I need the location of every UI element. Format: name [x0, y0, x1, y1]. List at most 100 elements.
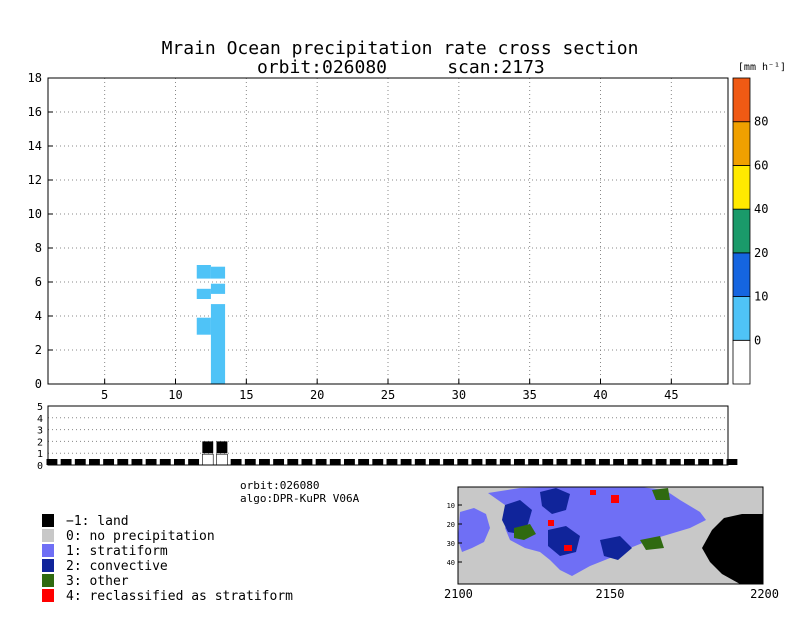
- colorbar-segment: [732, 208, 751, 254]
- main-xtick-label: 35: [522, 388, 536, 402]
- strip-land-bar: [230, 459, 242, 465]
- map-ytick-label: 10: [447, 502, 455, 510]
- map-stratiform-west: [458, 508, 490, 552]
- map-reclass-1: [611, 495, 619, 503]
- strip-land-bar: [443, 459, 455, 465]
- strip-land-bar: [712, 459, 724, 465]
- map-reclass-2: [564, 545, 572, 551]
- map-other-area-2: [652, 488, 670, 500]
- strip-land-bar: [485, 459, 497, 465]
- map-xtick-label: 2200: [750, 587, 779, 601]
- colorbar-unit-label: [mm h⁻¹]: [738, 62, 786, 73]
- colorbar-label: 60: [754, 158, 768, 172]
- legend-swatch: [42, 559, 54, 572]
- cross-section-plot: 0 2 4 6 8 10 12 14 16 18 5 10 15 20 25 30 35 40 45: [28, 71, 729, 402]
- info-orbit: orbit:026080: [240, 479, 319, 492]
- map-ytick-label: 20: [447, 521, 455, 529]
- strip-land-bar: [358, 459, 370, 465]
- main-ytick-label: 2: [35, 343, 42, 357]
- main-y-ticks: 0 2 4 6 8 10 12 14 16 18: [28, 71, 53, 391]
- strip-land-bar: [457, 459, 469, 465]
- colorbar-segment: [732, 121, 751, 166]
- strip-frame: [47, 405, 729, 466]
- strip-ytick-label: 3: [37, 426, 43, 437]
- strip-bars: [46, 441, 738, 466]
- map-xtick-label: 2150: [596, 587, 625, 601]
- main-ytick-label: 18: [28, 71, 42, 85]
- map-land-area: [702, 514, 763, 584]
- strip-ground-bar: [202, 453, 214, 466]
- main-ytick-label: 0: [35, 377, 42, 391]
- strip-land-bar: [259, 459, 270, 465]
- map-xtick-label: 2100: [444, 587, 473, 601]
- colorbar-segment: [732, 77, 751, 123]
- strip-ground-bar: [216, 453, 228, 466]
- colorbar: 0 10 20 40 60 80: [732, 77, 768, 385]
- colorbar-label: 80: [754, 115, 768, 129]
- strip-land-bar: [301, 459, 313, 465]
- main-xtick-label: 30: [452, 388, 466, 402]
- main-xtick-label: 15: [239, 388, 253, 402]
- strip-land-bar: [315, 459, 327, 465]
- map-convective-area-4: [600, 536, 632, 560]
- legend-label: 2: convective: [66, 559, 168, 574]
- legend-swatch: [42, 589, 54, 602]
- strip-grid: [48, 417, 728, 454]
- colorbar-segment: [732, 339, 751, 385]
- chart-title: Mrain Ocean precipitation rate cross sec…: [162, 38, 639, 59]
- colorbar-label: 20: [754, 246, 768, 260]
- strip-type-bar: [216, 441, 228, 454]
- colorbar-label: 0: [754, 333, 761, 347]
- strip-land-bar: [244, 459, 256, 465]
- precip-cell: [210, 266, 226, 279]
- strip-land-bar: [556, 459, 568, 465]
- map-ytick-label: 40: [447, 559, 455, 567]
- strip-land-bar: [174, 459, 185, 465]
- strip-land-bar: [329, 459, 341, 465]
- title-scan: scan:2173: [447, 57, 545, 78]
- precip-cell: [210, 304, 226, 384]
- strip-land-bar: [528, 459, 540, 465]
- strip-land-bar: [471, 459, 483, 465]
- strip-ytick-label: 0: [37, 461, 43, 472]
- strip-land-bar: [60, 459, 72, 465]
- main-xtick-label: 20: [310, 388, 324, 402]
- strip-land-bar: [117, 459, 129, 465]
- strip-ytick-label: 4: [37, 414, 43, 425]
- strip-land-bar: [386, 459, 398, 465]
- inset-map: 2100 2150 2200 10 20 30 40: [444, 486, 779, 601]
- precip-cells: [196, 265, 226, 384]
- strip-land-bar: [627, 459, 639, 465]
- main-grid: [48, 78, 728, 384]
- strip-land-bar: [698, 459, 710, 465]
- map-ytick-label: 30: [447, 540, 455, 548]
- strip-ytick-label: 1: [37, 449, 43, 460]
- strip-land-bar: [514, 459, 525, 465]
- strip-land-bar: [570, 459, 582, 465]
- strip-land-bar: [273, 459, 285, 465]
- precip-cell: [196, 265, 211, 279]
- precip-cell: [210, 283, 226, 294]
- strip-land-bar: [287, 459, 299, 465]
- strip-land-bar: [669, 459, 681, 465]
- strip-land-bar: [641, 459, 653, 465]
- colorbar-label: 40: [754, 202, 768, 216]
- map-other-area-3: [640, 536, 664, 550]
- main-ytick-label: 16: [28, 105, 42, 119]
- colorbar-segment: [732, 296, 751, 341]
- precip-cell: [196, 317, 211, 335]
- legend-label: 3: other: [66, 574, 129, 589]
- strip-land-bar: [400, 459, 412, 465]
- strip-land-bar: [414, 459, 426, 465]
- colorbar-label: 10: [754, 290, 768, 304]
- legend-label: 1: stratiform: [66, 544, 168, 559]
- map-convective-area-2: [540, 488, 570, 514]
- strip-land-bar: [159, 459, 171, 465]
- precip-cell: [196, 288, 211, 299]
- strip-land-bar: [499, 459, 511, 465]
- main-xtick-label: 25: [381, 388, 395, 402]
- strip-land-bar: [684, 459, 695, 465]
- strip-land-bar: [344, 459, 355, 465]
